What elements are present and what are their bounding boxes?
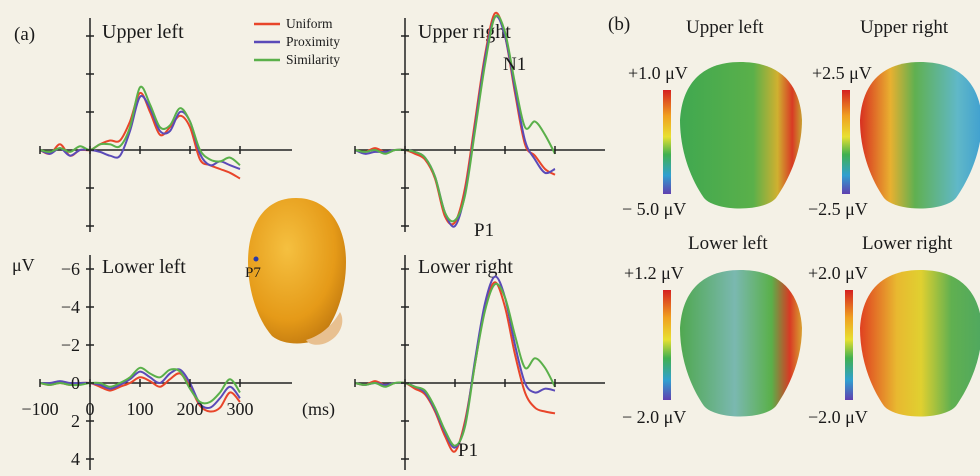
y-tick-label: −2 [61,335,80,355]
topomap-lower-right: Lower right +2.0 μV −2.0 μV [808,233,980,427]
topomap-title: Upper right [860,17,949,38]
x-tick-label: 100 [127,399,154,419]
series-line-similarity [354,282,556,447]
scale-max-label: +2.0 μV [808,263,868,283]
topomap-head [860,270,980,417]
scale-min-label: −2.0 μV [808,407,868,427]
head-shape [248,198,346,344]
electrode-label: P7 [245,265,261,281]
legend-label-proximity: Proximity [286,34,340,49]
erp-panel-upper-left: Upper left [39,18,292,232]
panel-label-a: (a) [14,24,35,45]
erp-panel-upper-right: Upper right N1 P1 [354,11,605,241]
series-group [354,11,556,228]
topomap-upper-left: Upper left +1.0 μV − 5.0 μV [622,17,802,219]
series-group [354,275,556,453]
y-tick-label: 2 [71,411,80,431]
scale-min-label: −2.5 μV [808,199,868,219]
series-group [39,85,241,180]
x-unit-label: (ms) [302,399,335,420]
y-unit-label: μV [12,255,35,275]
x-tick-label: −100 [21,399,58,419]
color-scale-bar [845,290,853,400]
peak-label-p1: P1 [474,220,494,241]
scale-min-label: − 2.0 μV [622,407,686,427]
scale-max-label: +1.2 μV [624,263,684,283]
x-tick-label: 0 [86,399,95,419]
series-group [39,366,241,413]
x-tick-label: 300 [227,399,254,419]
topomap-title: Lower right [862,233,953,254]
series-line-proximity [354,15,556,228]
x-tick-label: 200 [177,399,204,419]
color-scale-bar [663,90,671,194]
y-tick-label: −6 [61,259,80,279]
head-neck [306,312,343,345]
y-tick-label: 4 [71,449,80,469]
topomap-title: Lower left [688,233,768,254]
color-scale-bar [663,290,671,400]
electrode-dot [253,256,259,262]
series-line-proximity [354,275,556,449]
series-line-similarity [39,366,241,405]
panel-label-b: (b) [608,14,630,35]
topomap-head [680,62,802,209]
panel-title: Lower left [102,256,186,278]
legend-label-uniform: Uniform [286,16,333,31]
electrode-head: P7 [245,198,346,345]
scale-max-label: +1.0 μV [628,63,688,83]
topomap-head [680,270,802,417]
y-tick-label: 0 [71,373,80,393]
erp-panel-lower-right: Lower right P1 [354,255,605,470]
topomap-lower-left: Lower left +1.2 μV − 2.0 μV [622,233,802,427]
topomap-title: Upper left [686,17,764,38]
peak-label-n1: N1 [503,54,526,75]
series-line-uniform [354,11,556,226]
series-line-proximity [39,368,241,410]
peak-label-p1: P1 [458,440,478,461]
topomap-head [860,62,980,209]
panel-title: Upper right [418,21,511,43]
series-line-similarity [39,85,241,166]
series-line-similarity [354,14,556,223]
legend-label-similarity: Similarity [286,52,340,67]
topomap-upper-right: Upper right +2.5 μV −2.5 μV [808,17,980,219]
y-tick-label: −4 [61,297,80,317]
panel-title: Lower right [418,256,513,278]
panel-title: Upper left [102,21,184,43]
legend: Uniform Proximity Similarity [254,16,340,67]
scale-max-label: +2.5 μV [812,63,872,83]
series-line-proximity [39,94,241,170]
scale-min-label: − 5.0 μV [622,199,686,219]
color-scale-bar [842,90,850,194]
